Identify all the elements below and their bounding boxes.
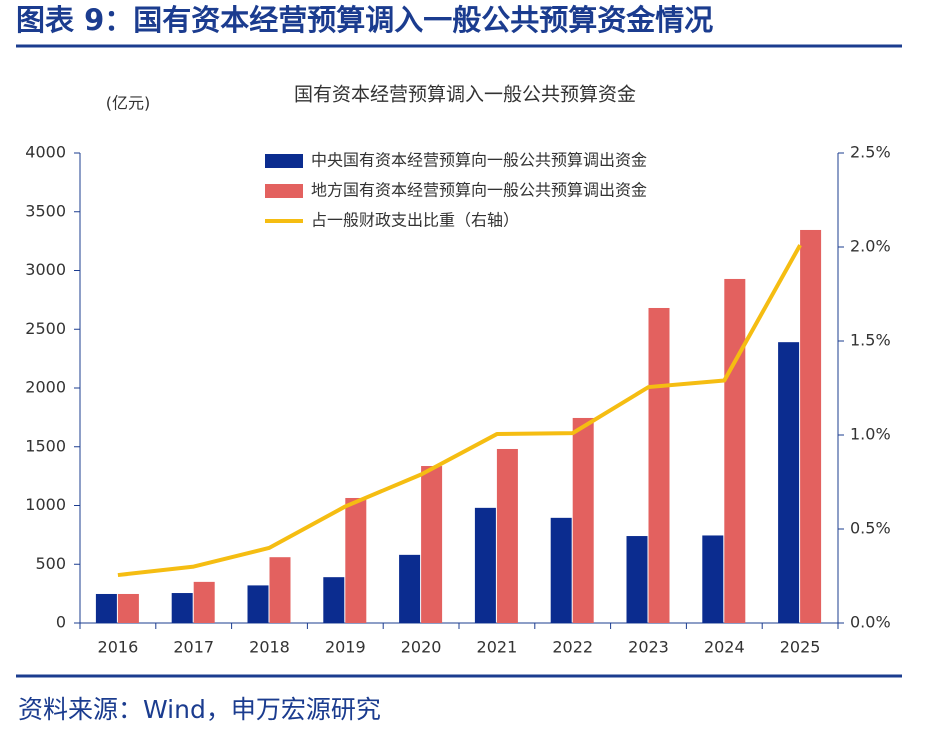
bar bbox=[648, 307, 670, 623]
bar bbox=[724, 278, 746, 623]
bar bbox=[626, 536, 648, 623]
legend-swatch bbox=[265, 154, 303, 168]
line bbox=[117, 244, 802, 578]
bar bbox=[95, 593, 117, 623]
y-tick-label: 3500 bbox=[25, 201, 66, 220]
y2-tick-label: 1.0% bbox=[850, 425, 891, 444]
y-tick-label: 2500 bbox=[25, 319, 66, 338]
bar bbox=[800, 229, 822, 623]
y-tick-label: 500 bbox=[35, 554, 66, 573]
legend-label: 中央国有资本经营预算向一般公共预算调出资金 bbox=[311, 151, 647, 170]
x-tick-label: 2025 bbox=[780, 638, 821, 657]
x-tick-label: 2021 bbox=[477, 638, 518, 657]
bar bbox=[269, 557, 291, 623]
page-title: 图表 9：国有资本经营预算调入一般公共预算资金情况 bbox=[16, 3, 713, 37]
chart-title: 国有资本经营预算调入一般公共预算资金 bbox=[294, 84, 636, 106]
y-tick-label: 1000 bbox=[25, 495, 66, 514]
y2-tick-label: 0.0% bbox=[850, 613, 891, 632]
bar bbox=[496, 448, 518, 623]
y-tick-label: 3000 bbox=[25, 260, 66, 279]
y-axis-label: (亿元) bbox=[106, 94, 151, 113]
y2-tick-label: 0.5% bbox=[850, 519, 891, 538]
x-tick-label: 2017 bbox=[173, 638, 214, 657]
x-tick-label: 2019 bbox=[325, 638, 366, 657]
bar bbox=[572, 417, 594, 623]
bar bbox=[778, 342, 800, 623]
bar bbox=[399, 554, 421, 623]
x-tick-label: 2023 bbox=[628, 638, 669, 657]
x-tick-label: 2020 bbox=[401, 638, 442, 657]
source: 资料来源：Wind，申万宏源研究 bbox=[18, 695, 381, 724]
y-tick-label: 4000 bbox=[25, 143, 66, 162]
legend-swatch bbox=[265, 184, 303, 198]
bar bbox=[550, 517, 572, 623]
y2-tick-label: 2.0% bbox=[850, 237, 891, 256]
y2-tick-label: 2.5% bbox=[850, 143, 891, 162]
bar bbox=[117, 593, 139, 623]
x-tick-label: 2022 bbox=[552, 638, 593, 657]
bar bbox=[323, 577, 345, 623]
bar bbox=[421, 466, 443, 623]
x-tick-label: 2016 bbox=[98, 638, 139, 657]
y2-tick-label: 1.5% bbox=[850, 331, 891, 350]
legend-label: 地方国有资本经营预算向一般公共预算调出资金 bbox=[311, 181, 647, 200]
legend-label: 占一般财政支出比重（右轴） bbox=[311, 211, 519, 230]
x-tick-label: 2024 bbox=[704, 638, 745, 657]
x-tick-label: 2018 bbox=[249, 638, 290, 657]
bar bbox=[474, 507, 496, 623]
bar bbox=[193, 581, 215, 623]
bar bbox=[247, 585, 269, 623]
bar bbox=[171, 593, 193, 623]
y-tick-label: 0 bbox=[56, 613, 66, 632]
bar bbox=[702, 535, 724, 623]
bar bbox=[345, 497, 367, 623]
y-tick-label: 2000 bbox=[25, 378, 66, 397]
y-tick-label: 1500 bbox=[25, 436, 66, 455]
